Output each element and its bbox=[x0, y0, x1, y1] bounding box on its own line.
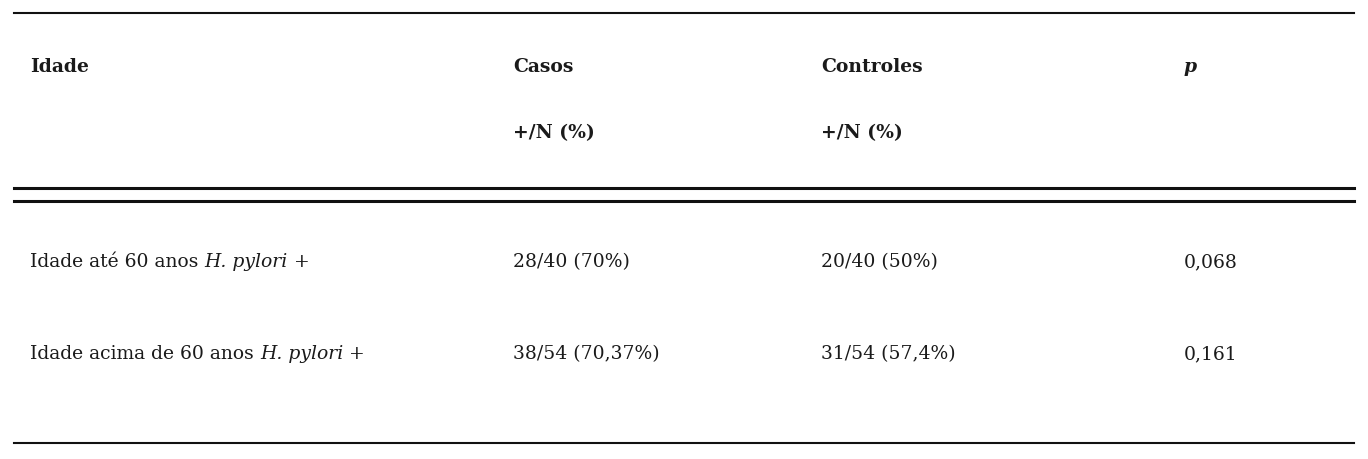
Text: Idade acima de 60 anos: Idade acima de 60 anos bbox=[30, 344, 260, 363]
Text: Casos: Casos bbox=[513, 57, 573, 76]
Text: 28/40 (70%): 28/40 (70%) bbox=[513, 252, 629, 271]
Text: 0,161: 0,161 bbox=[1183, 344, 1237, 363]
Text: Controles: Controles bbox=[821, 57, 922, 76]
Text: +: + bbox=[287, 252, 309, 271]
Text: +/N (%): +/N (%) bbox=[821, 124, 903, 142]
Text: 31/54 (57,4%): 31/54 (57,4%) bbox=[821, 344, 955, 363]
Text: H. pylori: H. pylori bbox=[204, 252, 287, 271]
Text: +: + bbox=[343, 344, 365, 363]
Text: Idade: Idade bbox=[30, 57, 89, 76]
Text: 20/40 (50%): 20/40 (50%) bbox=[821, 252, 937, 271]
Text: +/N (%): +/N (%) bbox=[513, 124, 595, 142]
Text: p: p bbox=[1183, 57, 1197, 76]
Text: H. pylori: H. pylori bbox=[260, 344, 343, 363]
Text: 0,068: 0,068 bbox=[1183, 252, 1237, 271]
Text: Idade até 60 anos: Idade até 60 anos bbox=[30, 252, 204, 271]
Text: 38/54 (70,37%): 38/54 (70,37%) bbox=[513, 344, 659, 363]
